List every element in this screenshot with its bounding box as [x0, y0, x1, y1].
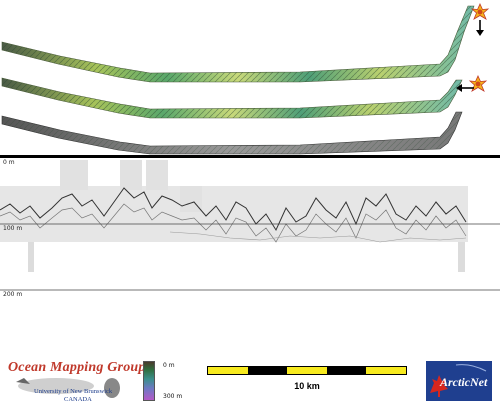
maple-leaf-icon — [430, 364, 487, 397]
swath-track-3 — [1, 111, 463, 155]
down-arrow-icon — [476, 20, 484, 36]
university-name: University of New Brunswick — [34, 388, 113, 395]
right-arrow-icon — [456, 84, 474, 92]
seafloor-reflector — [0, 187, 467, 232]
scale-segment — [247, 367, 288, 374]
scale-bar — [207, 366, 407, 375]
profile-block — [60, 160, 88, 190]
swath-map-panel — [0, 0, 500, 155]
country-name: CANADA — [64, 396, 92, 403]
sun-burst-icon — [470, 3, 490, 20]
swath-track-1 — [1, 5, 475, 83]
scale-segment — [208, 367, 248, 374]
swath-track-2 — [1, 77, 463, 119]
subbottom-reflector — [0, 203, 467, 243]
partner-name: ArcticNet — [440, 375, 488, 389]
ocean-mapping-group-logo: Ocean Mapping Group University of New Br… — [4, 358, 145, 404]
colorbar-top-label: 0 m — [163, 362, 175, 369]
organization-name: Ocean Mapping Group — [8, 360, 146, 375]
scale-segment — [366, 367, 406, 374]
profile-block — [146, 160, 168, 190]
depth-label-200: 200 m — [3, 291, 23, 298]
depth-label-0: 0 m — [3, 159, 15, 166]
panel-divider — [0, 155, 500, 158]
depth-profile-panel: 0 m 100 m 200 m — [0, 158, 500, 354]
profile-block — [28, 242, 34, 272]
depth-colorbar — [143, 361, 155, 401]
colorbar-bottom-label: 300 m — [163, 393, 183, 400]
scale-segment — [287, 367, 327, 374]
seabed-graphic-icon — [16, 378, 120, 398]
scale-label: 10 km — [294, 381, 320, 391]
profile-block — [458, 242, 465, 272]
profile-block — [120, 160, 142, 190]
depth-label-100: 100 m — [3, 225, 23, 232]
deep-reflector — [169, 231, 467, 243]
swath-map-svg — [1, 3, 490, 155]
depth-profile-svg — [0, 160, 500, 291]
scale-segment — [326, 367, 367, 374]
arcticnet-logo: ArcticNet — [426, 361, 492, 401]
